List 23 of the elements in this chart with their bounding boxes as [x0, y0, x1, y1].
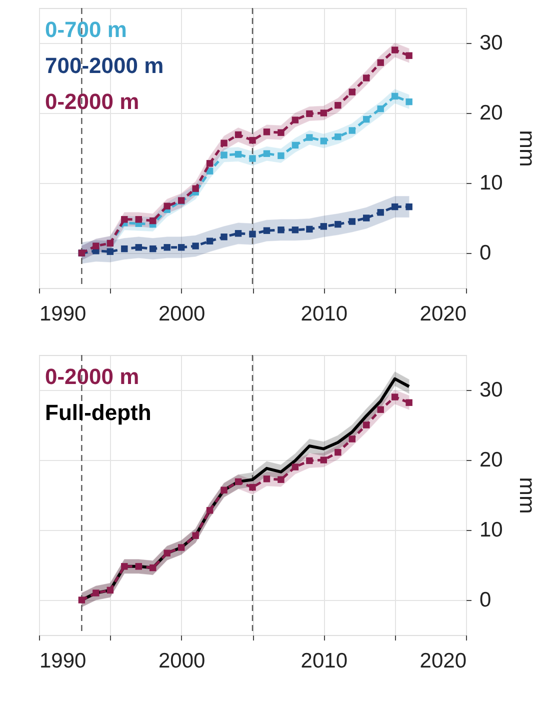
y-axis-title: mm [514, 477, 540, 514]
x-tick-label: 2000 [158, 650, 206, 672]
x-tick-label: 1990 [40, 650, 86, 672]
y-tick-label: 10 [480, 172, 503, 194]
text: 0-2000 m [45, 364, 140, 389]
y-tick-label: 0 [480, 242, 492, 264]
y-tick-label: 20 [480, 102, 503, 124]
x-tick-label: 2010 [300, 302, 348, 326]
y-tick-label: 30 [480, 32, 503, 54]
y-tick-label: 20 [480, 448, 503, 472]
text: 0-700 m [45, 17, 127, 42]
y-tick-label: 10 [480, 518, 503, 542]
x-tick-label: 2000 [158, 302, 206, 326]
y-tick-label: 0 [480, 588, 492, 612]
text: 700-2000 m [45, 53, 164, 78]
text: Full-depth [45, 400, 152, 425]
y-axis-title: mm [514, 130, 540, 167]
x-tick-label: 2020 [420, 302, 466, 326]
x-tick-label: 1990 [40, 302, 86, 326]
x-tick-label: 2010 [300, 650, 348, 672]
text: 0-2000 m [45, 89, 140, 114]
x-tick-label: 2020 [420, 650, 466, 672]
y-tick-label: 30 [480, 378, 503, 402]
